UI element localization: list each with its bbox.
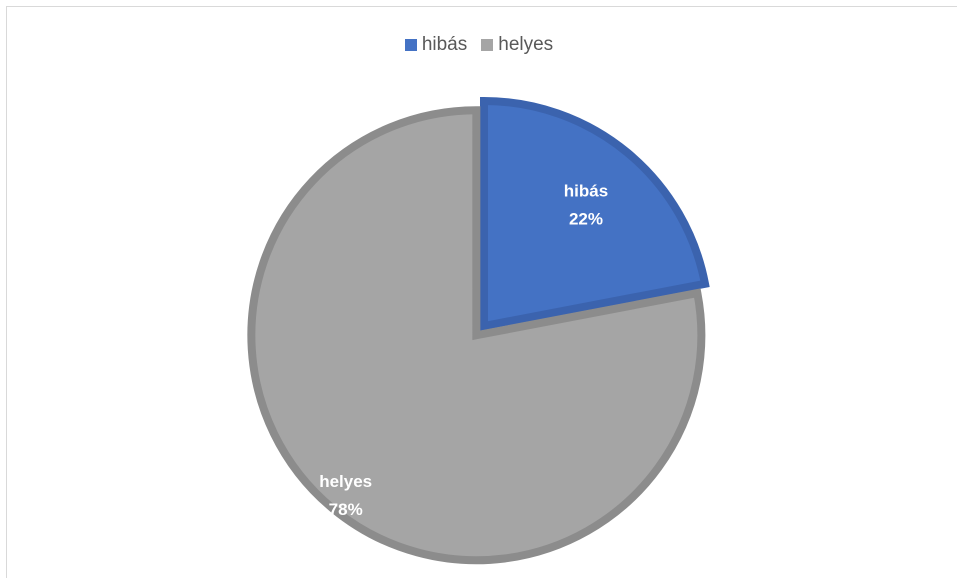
- legend-item-hibas: hibás: [404, 34, 468, 56]
- legend-label-helyes: helyes: [498, 34, 554, 55]
- legend-item-helyes: helyes: [481, 34, 553, 56]
- slice-percent-helyes: 78%: [329, 500, 363, 519]
- legend-label-hibas: hibás: [421, 34, 468, 55]
- pie-slice-hibas: [480, 96, 710, 331]
- slice-label-helyes: helyes: [319, 472, 372, 491]
- pie-slices: [247, 96, 710, 565]
- slice-percent-hibas: 22%: [569, 210, 603, 229]
- chart-legend: hibás helyes: [0, 34, 958, 56]
- slice-label-hibas: hibás: [564, 182, 608, 201]
- pie-labels: hibás 22% helyes 78%: [319, 182, 608, 519]
- pie-slice-helyes: [247, 106, 706, 565]
- legend-swatch-helyes: [481, 39, 494, 51]
- legend-swatch-hibas: [404, 39, 417, 51]
